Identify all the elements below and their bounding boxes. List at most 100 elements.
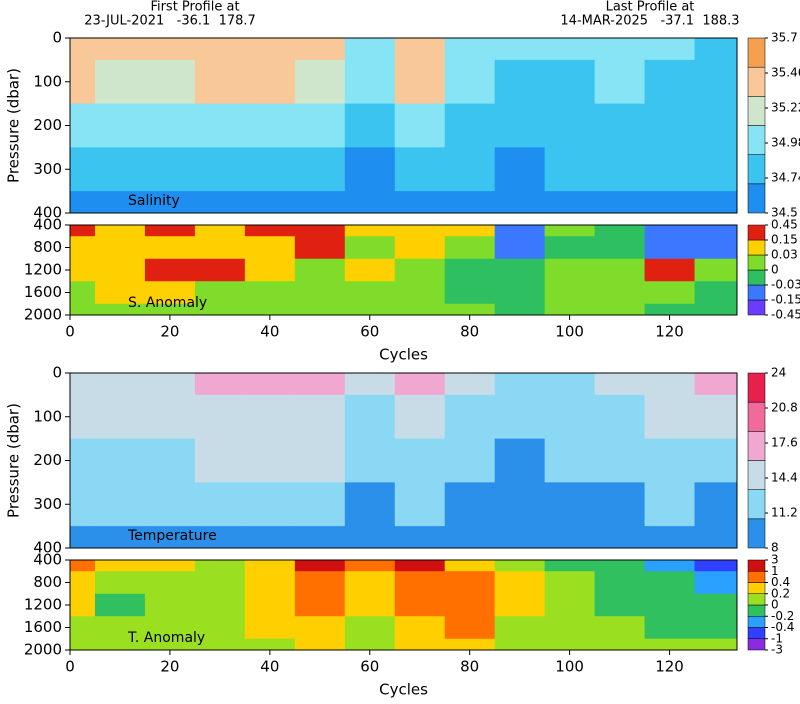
heat-cell (394, 236, 446, 260)
heat-cell (444, 526, 496, 549)
heat-cell (94, 593, 146, 617)
heat-cell (344, 258, 396, 282)
heat-cell (94, 616, 146, 640)
heat-cell (644, 281, 696, 305)
colorbar-swatch (747, 616, 766, 628)
colorbar-swatch (747, 604, 766, 617)
heat-cell (294, 236, 346, 260)
heat-cell (244, 59, 296, 105)
heat-cell (594, 236, 646, 260)
colorbar-label: 34.98 (771, 136, 800, 150)
heat-cell (644, 147, 696, 192)
heat-cell (444, 560, 496, 572)
heat-cell (544, 38, 596, 61)
heat-cell (194, 103, 246, 148)
heat-cell (644, 373, 696, 396)
x-tick-label: 100 (555, 323, 584, 341)
colorbar-swatch (747, 224, 766, 241)
colorbar-swatch (747, 431, 766, 461)
colorbar-swatch (747, 37, 766, 68)
heat-cell (694, 191, 738, 214)
heat-cell (594, 616, 646, 640)
heat-cell (544, 482, 596, 527)
heat-cell (294, 258, 346, 282)
heat-cell (594, 225, 646, 237)
heat-cell (444, 59, 496, 105)
heat-cell (494, 258, 546, 282)
heat-cell (70, 281, 96, 305)
heat-cell (594, 593, 646, 617)
heat-cell (694, 59, 738, 105)
heat-cell (694, 303, 738, 316)
heat-cell (294, 191, 346, 214)
y-tick-label: 400 (33, 551, 62, 569)
heat-cell (344, 616, 396, 640)
heat-cell (444, 593, 496, 617)
colorbar-label: 0.2 (771, 586, 790, 600)
heat-cell (594, 571, 646, 595)
heat-cell (644, 616, 696, 640)
x-tick-label: 80 (460, 323, 479, 341)
x-tick-label: 80 (460, 658, 479, 676)
heat-cell (594, 373, 646, 396)
heat-cell (70, 526, 96, 549)
heat-cell (494, 482, 546, 527)
heat-cell (294, 438, 346, 483)
heat-cell (494, 373, 546, 396)
heat-cell (94, 638, 146, 651)
heat-cell (70, 236, 96, 260)
colorbar-label: 11.2 (771, 506, 798, 520)
heat-cell (194, 593, 246, 617)
header-text: Last Profile at (606, 0, 695, 15)
heat-cell (194, 225, 246, 237)
heat-cell (544, 394, 596, 440)
heat-cell (644, 191, 696, 214)
heat-cell (444, 373, 496, 396)
heat-cell (194, 236, 246, 260)
heat-cell (294, 281, 346, 305)
heat-cell (444, 236, 496, 260)
heat-cell (444, 616, 496, 640)
colorbar-label: 1 (771, 564, 779, 578)
heat-cell (144, 526, 196, 549)
heat-cell (494, 303, 546, 316)
heat-cell (494, 147, 546, 192)
heat-cell (444, 303, 496, 316)
heat-cell (70, 303, 96, 316)
heat-cell (194, 258, 246, 282)
colorbar-label: 0.15 (771, 233, 798, 247)
colorbar-label: -0.03 (771, 278, 800, 292)
heat-cell (344, 593, 396, 617)
heat-cell (294, 394, 346, 440)
heat-cell (94, 59, 146, 105)
heat-cell (70, 438, 96, 483)
heat-cell (144, 638, 196, 651)
heat-cell (644, 236, 696, 260)
heat-cell (544, 571, 596, 595)
heat-cell (694, 560, 738, 572)
heat-cell (394, 638, 446, 651)
colorbar-swatch (747, 518, 766, 549)
heat-cell (644, 593, 696, 617)
heat-cell (344, 394, 396, 440)
heat-cell (494, 225, 546, 237)
heat-cell (94, 571, 146, 595)
heat-cell (494, 281, 546, 305)
heat-cell (494, 438, 546, 483)
heat-cell (644, 526, 696, 549)
heat-cell (494, 59, 546, 105)
y-axis-label: Pressure (dbar) (5, 68, 23, 183)
heat-cell (294, 373, 346, 396)
heat-cell (70, 616, 96, 640)
heat-cell (644, 394, 696, 440)
heat-cell (394, 560, 446, 572)
colorbar-swatch (747, 593, 766, 606)
colorbar-label: 0.45 (771, 218, 798, 232)
heat-cell (344, 225, 396, 237)
heat-cell (544, 526, 596, 549)
heat-cell (644, 438, 696, 483)
heat-cell (494, 560, 546, 572)
heat-cell (194, 438, 246, 483)
heat-cell (94, 373, 146, 396)
heat-cell (644, 571, 696, 595)
